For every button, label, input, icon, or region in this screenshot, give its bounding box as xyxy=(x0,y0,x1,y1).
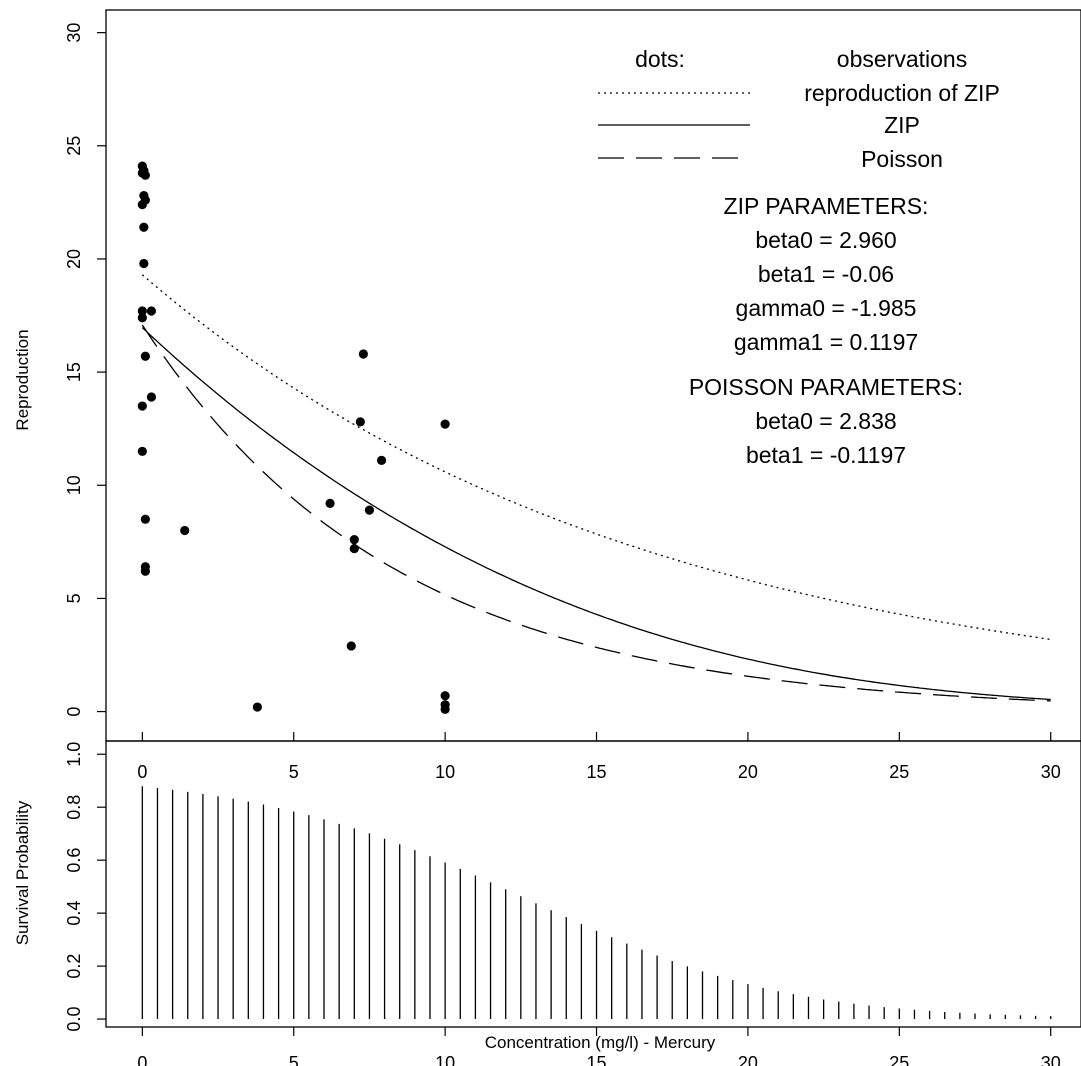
observation-point xyxy=(358,349,368,359)
bottom-y-axis: 0.0 0.2 0.4 0.6 0.8 1.0 xyxy=(64,742,106,1032)
observation-point xyxy=(376,455,387,465)
poisson-curve xyxy=(141,324,1051,702)
bottom-y-tick-label: 0.0 xyxy=(64,1007,84,1032)
bottom-bars xyxy=(141,786,1052,1020)
legend-label-poisson: Poisson xyxy=(861,146,943,172)
bottom-top-x-tick-label: 10 xyxy=(435,762,455,782)
zip-beta1: beta1 = -0.06 xyxy=(758,261,894,287)
observation-point xyxy=(355,417,365,427)
top-y-tick-label: 30 xyxy=(64,23,84,43)
observation-point xyxy=(139,222,149,232)
legend-label-observations: observations xyxy=(837,46,967,72)
parameter-annotations: ZIP PARAMETERS: beta0 = 2.960 beta1 = -0… xyxy=(689,193,963,468)
x-axis-label: Concentration (mg/l) - Mercury xyxy=(485,1033,716,1052)
observation-point xyxy=(140,514,150,524)
poisson-beta1: beta1 = -0.1197 xyxy=(746,442,906,468)
zip-gamma0: gamma0 = -1.985 xyxy=(736,295,917,321)
top-y-axis-label: Reproduction xyxy=(13,329,32,430)
top-curves xyxy=(141,274,1051,702)
top-y-tick-label: 0 xyxy=(64,707,84,717)
bottom-y-tick-label: 0.8 xyxy=(64,795,84,820)
bottom-top-x-tick-label: 5 xyxy=(289,762,299,782)
poisson-parameters-header: POISSON PARAMETERS: xyxy=(689,374,963,400)
bottom-y-tick-label: 0.2 xyxy=(64,954,84,979)
observation-point xyxy=(440,704,450,714)
bottom-top-x-ticks: 0 5 10 15 20 25 30 xyxy=(137,732,1061,782)
zip-curve xyxy=(141,327,1051,701)
zip-beta0: beta0 = 2.960 xyxy=(755,227,896,253)
bottom-x-tick-label: 5 xyxy=(289,1053,299,1066)
observation-point xyxy=(346,641,356,651)
bottom-top-x-tick-label: 20 xyxy=(738,762,758,782)
bottom-x-tick-label: 25 xyxy=(889,1053,909,1066)
observation-point xyxy=(137,200,147,210)
top-points xyxy=(137,161,450,714)
observation-point xyxy=(349,544,359,554)
bottom-top-x-tick-label: 30 xyxy=(1041,762,1061,782)
bottom-y-tick-label: 1.0 xyxy=(64,742,84,767)
bottom-x-tick-label: 10 xyxy=(435,1053,455,1066)
observation-point xyxy=(139,258,149,269)
observation-point xyxy=(140,566,150,576)
legend: dots: observations reproduction of ZIP Z… xyxy=(598,46,1000,172)
legend-label-zip: ZIP xyxy=(884,112,920,138)
top-y-tick-label: 15 xyxy=(64,362,84,382)
top-y-tick-label: 10 xyxy=(64,475,84,495)
observation-point xyxy=(146,306,157,316)
bottom-x-tick-label: 20 xyxy=(738,1053,758,1066)
bottom-panel-frame xyxy=(105,740,1081,1028)
observation-point xyxy=(325,498,335,508)
observation-point xyxy=(140,351,150,361)
bottom-y-tick-label: 0.6 xyxy=(64,848,84,873)
top-y-tick-label: 5 xyxy=(64,593,84,603)
zip-gamma1: gamma1 = 0.1197 xyxy=(734,329,918,355)
observation-point xyxy=(349,534,359,545)
bottom-x-tick-label: 15 xyxy=(587,1053,607,1066)
bottom-top-x-tick-label: 25 xyxy=(889,762,909,782)
observation-point xyxy=(440,691,450,701)
top-y-axis: 0 5 10 15 20 25 30 xyxy=(64,23,106,717)
bottom-top-x-tick-label: 15 xyxy=(587,762,607,782)
top-y-tick-label: 20 xyxy=(64,249,84,269)
observation-point xyxy=(252,702,262,712)
legend-dots-key: dots: xyxy=(635,46,685,72)
bottom-top-x-tick-label: 0 xyxy=(137,762,147,782)
observation-point xyxy=(137,306,147,316)
legend-label-reproduction: reproduction of ZIP xyxy=(804,80,1000,106)
observation-point xyxy=(140,170,150,180)
bottom-x-axis: 0 5 10 15 20 25 30 xyxy=(137,1027,1061,1066)
observation-point xyxy=(440,419,450,429)
poisson-beta0: beta0 = 2.838 xyxy=(755,408,896,434)
bottom-x-tick-label: 30 xyxy=(1041,1053,1061,1066)
observation-point xyxy=(180,525,190,536)
observation-point xyxy=(364,505,375,515)
observation-point xyxy=(137,401,147,411)
observation-point xyxy=(137,446,147,456)
zip-parameters-header: ZIP PARAMETERS: xyxy=(724,193,929,219)
observation-point xyxy=(137,313,147,323)
bottom-y-axis-label: Survival Probability xyxy=(13,800,32,945)
observation-point xyxy=(146,392,157,402)
top-y-tick-label: 25 xyxy=(64,136,84,156)
bottom-x-tick-label: 0 xyxy=(137,1053,147,1066)
bottom-y-tick-label: 0.4 xyxy=(64,901,84,926)
